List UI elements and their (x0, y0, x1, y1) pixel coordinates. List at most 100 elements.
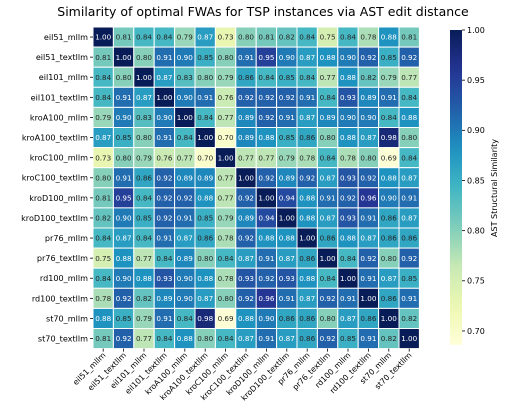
cell-value-label: 0.84 (381, 113, 397, 122)
cell-value-label: 0.84 (136, 193, 152, 202)
cell-value-label: 0.88 (136, 274, 152, 283)
cell-value-label: 0.77 (177, 153, 193, 162)
cell-value-label: 0.79 (95, 113, 111, 122)
cell-value-label: 0.84 (156, 254, 172, 263)
cell-value-label: 0.90 (381, 193, 397, 202)
cell-value-label: 0.84 (95, 73, 111, 82)
cell-value-label: 0.90 (360, 113, 376, 122)
cell-value-label: 0.92 (401, 53, 417, 62)
cell-value-label: 0.82 (401, 314, 417, 323)
cell-value-label: 0.80 (197, 334, 213, 343)
cell-value-label: 1.00 (116, 53, 132, 62)
cell-value-label: 0.81 (116, 33, 132, 42)
cell-value-label: 0.98 (197, 314, 213, 323)
cell-value-label: 0.80 (401, 133, 417, 142)
cell-value-label: 0.88 (381, 173, 397, 182)
row-label: kroC100_mllm (30, 153, 88, 163)
cell-value-label: 0.86 (136, 173, 152, 182)
cell-value-label: 0.78 (218, 234, 234, 243)
cell-value-label: 0.86 (299, 133, 315, 142)
cell-value-label: 0.91 (156, 314, 172, 323)
cell-value-label: 0.87 (340, 314, 356, 323)
row-label: eil51_textllm (36, 52, 88, 62)
row-label: st70_mllm (46, 313, 88, 323)
cell-value-label: 0.90 (116, 214, 132, 223)
cell-value-label: 0.91 (360, 274, 376, 283)
row-label: pr76_mllm (45, 233, 88, 243)
cell-value-label: 0.88 (299, 214, 315, 223)
cell-value-label: 0.78 (340, 153, 356, 162)
cell-value-label: 0.90 (156, 113, 172, 122)
cell-value-label: 0.80 (320, 133, 336, 142)
cell-value-label: 0.80 (381, 254, 397, 263)
cell-value-label: 0.80 (136, 133, 152, 142)
colorbar-tick-label: 0.90 (467, 126, 485, 135)
cell-value-label: 0.84 (95, 93, 111, 102)
cell-value-label: 0.96 (360, 193, 376, 202)
cell-value-label: 0.79 (136, 153, 152, 162)
cell-value-label: 0.90 (340, 113, 356, 122)
cell-value-label: 0.80 (116, 153, 132, 162)
cell-value-label: 0.81 (95, 334, 111, 343)
cell-value-label: 0.82 (381, 334, 397, 343)
cell-value-label: 0.84 (320, 274, 336, 283)
cell-value-label: 0.84 (299, 73, 315, 82)
cell-value-label: 0.92 (258, 173, 274, 182)
cell-value-label: 0.91 (156, 53, 172, 62)
colorbar: 0.70 0.75 0.80 0.85 0.90 0.95 1.00 AST Structu… (450, 26, 499, 345)
cell-value-label: 0.77 (258, 153, 274, 162)
cell-value-label: 0.75 (320, 33, 336, 42)
cell-value-label: 0.82 (360, 73, 376, 82)
cell-value-label: 0.70 (218, 133, 234, 142)
cell-value-label: 0.92 (299, 173, 315, 182)
cell-value-label: 0.92 (258, 274, 274, 283)
cell-value-label: 0.77 (218, 173, 234, 182)
cell-value-label: 0.80 (95, 173, 111, 182)
cell-value-label: 1.00 (95, 33, 111, 42)
cell-value-label: 0.86 (360, 314, 376, 323)
cell-value-label: 0.85 (381, 53, 397, 62)
cell-value-label: 0.80 (116, 73, 132, 82)
cell-value-label: 0.86 (381, 294, 397, 303)
cell-value-label: 0.89 (238, 214, 254, 223)
colorbar-tick-label: 0.95 (467, 76, 485, 85)
cell-value-label: 0.87 (320, 214, 336, 223)
cell-value-label: 0.92 (116, 294, 132, 303)
cell-value-label: 1.00 (238, 173, 254, 182)
cell-value-label: 0.91 (279, 113, 295, 122)
cell-value-label: 0.84 (95, 234, 111, 243)
cell-value-label: 0.86 (320, 234, 336, 243)
cell-value-label: 0.84 (401, 93, 417, 102)
cell-value-label: 1.00 (177, 113, 193, 122)
cell-value-label: 0.91 (238, 53, 254, 62)
cell-value-label: 0.98 (381, 133, 397, 142)
cell-value-label: 0.84 (95, 274, 111, 283)
cell-value-label: 0.87 (381, 274, 397, 283)
colorbar-label: AST Structural Similarity (490, 139, 499, 237)
cell-value-label: 0.91 (258, 334, 274, 343)
cell-value-label: 0.79 (279, 153, 295, 162)
cell-value-label: 0.87 (238, 334, 254, 343)
cell-value-label: 0.77 (136, 254, 152, 263)
cell-value-label: 0.84 (136, 33, 152, 42)
row-label: eil51_mllm (44, 32, 88, 42)
cell-value-label: 1.00 (299, 234, 315, 243)
cell-value-label: 0.77 (401, 73, 417, 82)
cell-value-label: 0.84 (320, 93, 336, 102)
cell-value-label: 0.86 (381, 234, 397, 243)
row-label: kroD100_mllm (29, 193, 88, 203)
cell-value-label: 0.81 (95, 53, 111, 62)
cell-value-label: 0.90 (116, 113, 132, 122)
cell-value-label: 0.87 (401, 214, 417, 223)
colorbar-gradient (450, 30, 462, 345)
cell-value-label: 0.90 (258, 314, 274, 323)
row-labels: eil51_mllm eil51_textllm eil101_mllm eil101… (21, 32, 93, 343)
cell-value-label: 0.79 (381, 73, 397, 82)
cell-value-label: 0.84 (218, 334, 234, 343)
cell-value-label: 0.80 (218, 53, 234, 62)
cell-value-label: 0.87 (197, 294, 213, 303)
cell-value-label: 0.92 (360, 53, 376, 62)
cell-value-label: 0.87 (320, 173, 336, 182)
cell-value-label: 0.80 (218, 294, 234, 303)
